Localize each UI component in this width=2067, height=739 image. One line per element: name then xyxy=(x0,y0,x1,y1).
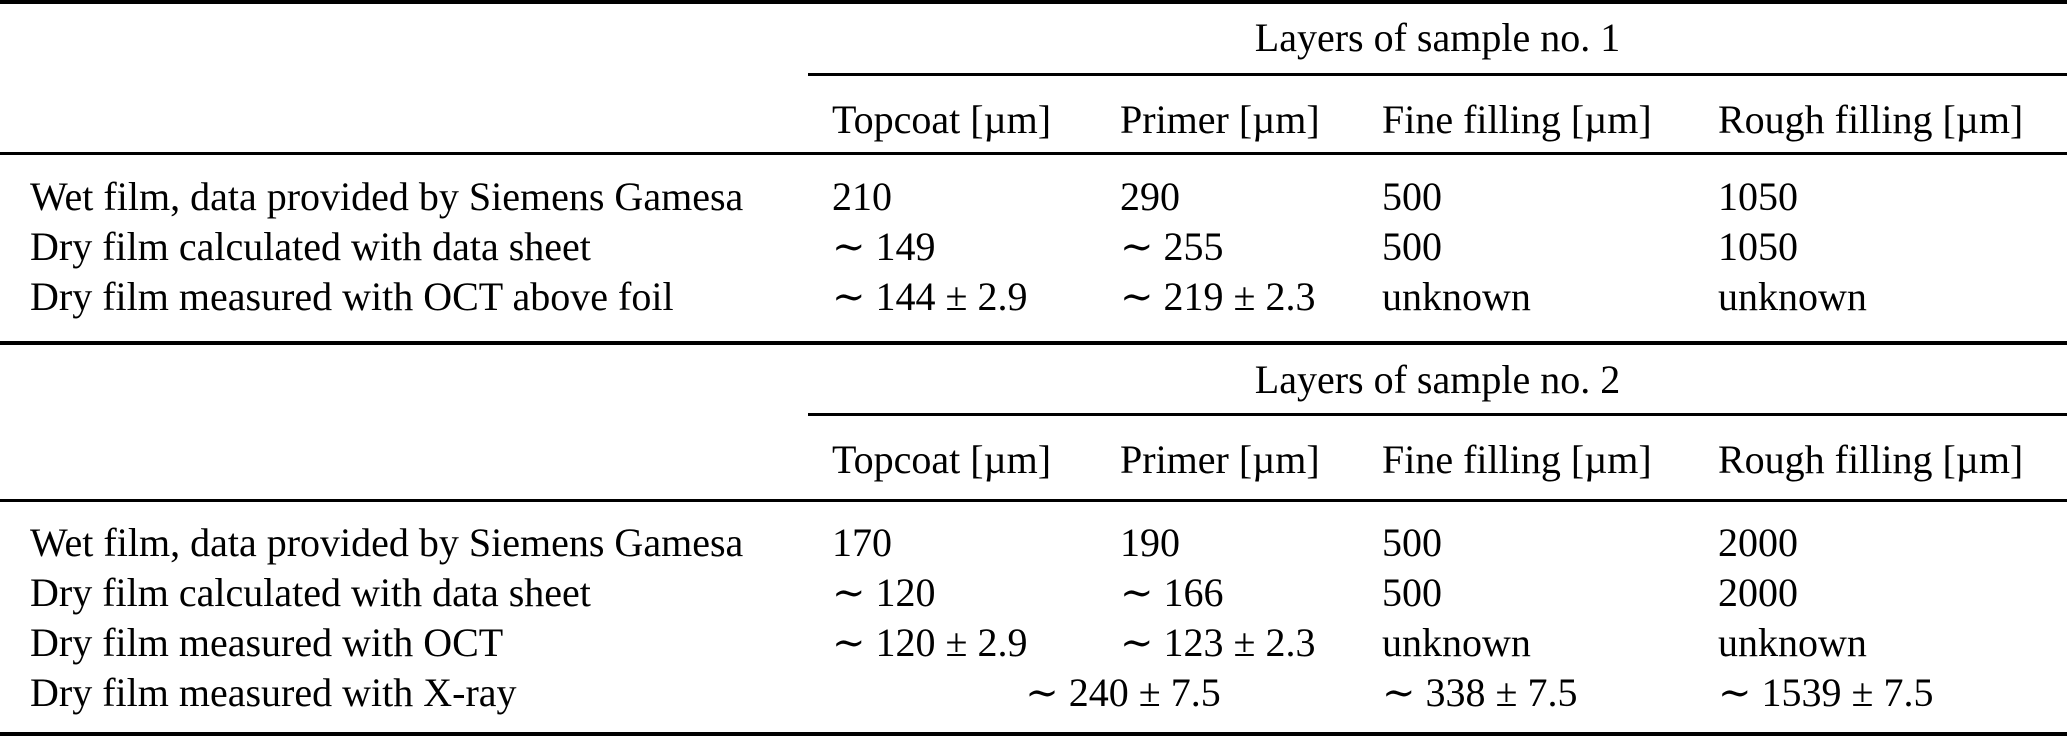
column-header-fine-filling-1: Fine filling [µm] xyxy=(1358,76,1694,155)
cell-value: unknown xyxy=(1694,272,2067,345)
table-row: Dry film calculated with data sheet ∼ 14… xyxy=(0,222,2067,272)
cell-value: 500 xyxy=(1382,224,1442,269)
table-row: Dry film measured with OCT above foil ∼ … xyxy=(0,272,2067,345)
cell-value: ∼ 1539 ± 7.5 xyxy=(1694,668,2067,736)
table-row: Wet film, data provided by Siemens Games… xyxy=(0,502,2067,568)
column-header-topcoat-2: Topcoat [µm] xyxy=(808,416,1096,502)
cell-value: 500 xyxy=(1382,174,1442,219)
cell-value: 1050 xyxy=(1718,224,1798,269)
cell-value: ∼ 120 xyxy=(832,570,936,615)
row-label: Dry film measured with OCT above foil xyxy=(0,272,808,345)
column-header-primer-1: Primer [µm] xyxy=(1096,76,1358,155)
cell-value: 2000 xyxy=(1718,570,1798,615)
cell-value: unknown xyxy=(1382,620,1531,665)
column-header-topcoat-1: Topcoat [µm] xyxy=(808,76,1096,155)
column-header-fine-filling-2: Fine filling [µm] xyxy=(1358,416,1694,502)
cell-value: ∼ 338 ± 7.5 xyxy=(1358,668,1694,736)
cell-value: ∼ 120 ± 2.9 xyxy=(832,620,1028,665)
cell-value: ∼ 149 xyxy=(832,224,936,269)
cell-value: 500 xyxy=(1382,520,1442,565)
row-label: Dry film measured with OCT xyxy=(30,620,504,665)
cell-value: unknown xyxy=(1358,272,1694,345)
cell-value: ∼ 123 ± 2.3 xyxy=(1120,620,1316,665)
corner-cell xyxy=(0,416,808,502)
cell-value: 170 xyxy=(832,520,892,565)
row-label: Wet film, data provided by Siemens Games… xyxy=(30,520,744,565)
column-header-rough-filling-2: Rough filling [µm] xyxy=(1694,416,2067,502)
row-label: Dry film calculated with data sheet xyxy=(30,224,591,269)
group-header-sample-1: Layers of sample no. 1 xyxy=(808,0,2067,76)
cell-value: 1050 xyxy=(1718,174,1798,219)
group-header-sample-2: Layers of sample no. 2 xyxy=(808,345,2067,416)
column-header-row-sample-2: Topcoat [µm] Primer [µm] Fine filling [µ… xyxy=(0,416,2067,502)
corner-cell xyxy=(0,345,808,416)
cell-value: ∼ 166 xyxy=(1120,570,1224,615)
column-header-primer-2: Primer [µm] xyxy=(1096,416,1358,502)
table-row: Dry film calculated with data sheet ∼ 12… xyxy=(0,568,2067,618)
cell-value: 2000 xyxy=(1718,520,1798,565)
column-header-row-sample-1: Topcoat [µm] Primer [µm] Fine filling [µ… xyxy=(0,76,2067,155)
cell-value: 290 xyxy=(1120,174,1180,219)
cell-value: ∼ 255 xyxy=(1120,224,1224,269)
table-row-xray: Dry film measured with X-ray ∼ 240 ± 7.5… xyxy=(0,668,2067,736)
table-row: Wet film, data provided by Siemens Games… xyxy=(0,155,2067,222)
group-row-sample-2: Layers of sample no. 2 xyxy=(0,345,2067,416)
cell-value-merged-topcoat-primer: ∼ 240 ± 7.5 xyxy=(808,668,1358,736)
group-row-sample-1: Layers of sample no. 1 xyxy=(0,0,2067,76)
cell-value: 190 xyxy=(1120,520,1180,565)
row-label: Dry film measured with X-ray xyxy=(0,668,808,736)
corner-cell xyxy=(0,76,808,155)
row-label: Dry film calculated with data sheet xyxy=(30,570,591,615)
cell-value: 500 xyxy=(1382,570,1442,615)
corner-cell xyxy=(0,0,808,76)
cell-value: unknown xyxy=(1718,620,1867,665)
row-label: Wet film, data provided by Siemens Games… xyxy=(30,174,744,219)
cell-value: ∼ 144 ± 2.9 xyxy=(808,272,1096,345)
cell-value: 210 xyxy=(832,174,892,219)
column-header-rough-filling-1: Rough filling [µm] xyxy=(1694,76,2067,155)
table-row: Dry film measured with OCT ∼ 120 ± 2.9 ∼… xyxy=(0,618,2067,668)
cell-value: ∼ 219 ± 2.3 xyxy=(1096,272,1358,345)
